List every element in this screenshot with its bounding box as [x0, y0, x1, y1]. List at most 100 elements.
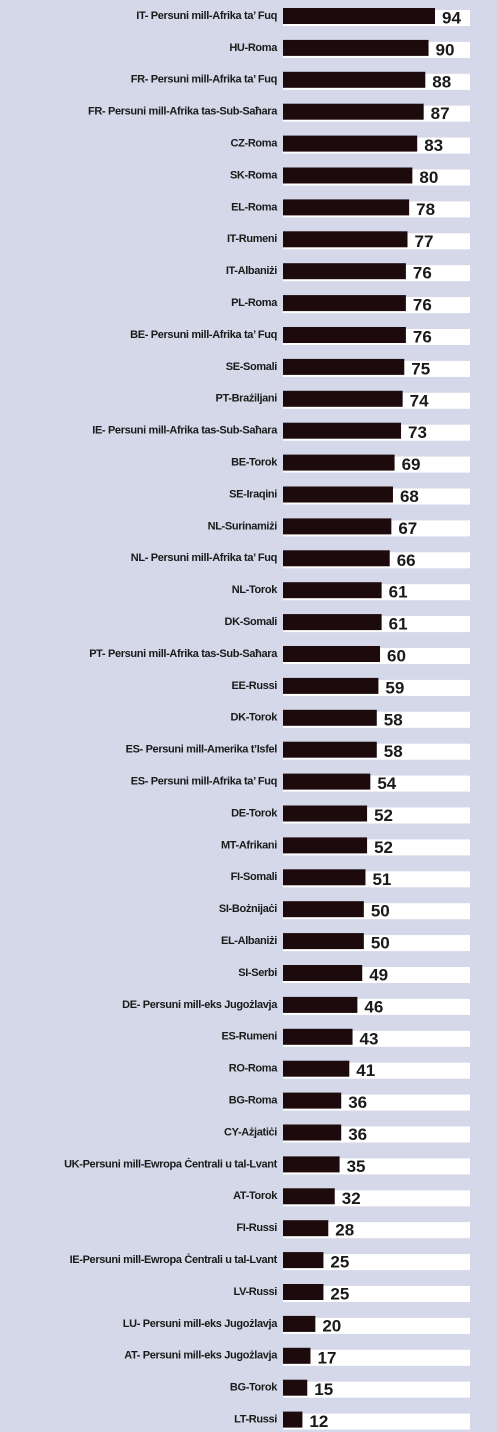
bar-track — [283, 1381, 470, 1398]
bar — [283, 263, 406, 280]
y-tick-label: IT-Albaniżi — [226, 265, 277, 277]
y-tick-label: BE- Persuni mill-Afrika ta’ Fuq — [130, 329, 277, 341]
value-label: 43 — [360, 1029, 379, 1048]
bar — [283, 933, 364, 950]
bar-track — [283, 1349, 470, 1366]
value-label: 20 — [322, 1316, 341, 1335]
bar — [283, 327, 406, 343]
bar — [283, 805, 368, 822]
bar — [283, 167, 413, 184]
bar — [283, 422, 402, 439]
y-tick-label: NL- Persuni mill-Afrika ta’ Fuq — [131, 552, 277, 564]
y-tick-label: EE-Russi — [232, 680, 278, 692]
y-tick-label: SI-Bożnijaċi — [219, 903, 277, 915]
y-tick-label: PT-Brażiljani — [216, 393, 278, 405]
y-tick-label: ES-Rumeni — [221, 1031, 277, 1043]
y-tick-label: FR- Persuni mill-Afrika ta’ Fuq — [131, 74, 277, 86]
bar — [283, 996, 358, 1013]
y-tick-label: HU-Roma — [229, 42, 278, 54]
y-tick-label: AT-Torok — [233, 1190, 278, 1202]
y-tick-label: SK-Roma — [230, 169, 278, 181]
bar — [283, 1284, 324, 1300]
bar — [283, 773, 371, 790]
value-label: 88 — [432, 72, 451, 91]
bar — [283, 486, 393, 503]
y-tick-label: BE-Torok — [231, 457, 278, 469]
y-tick-label: AT- Persuni mill-eks Jugożlavja — [124, 1350, 278, 1362]
value-label: 32 — [342, 1189, 361, 1208]
y-tick-label: DK-Somali — [225, 616, 278, 628]
value-label: 76 — [413, 264, 432, 283]
value-label: 50 — [371, 934, 390, 953]
value-label: 69 — [402, 455, 421, 474]
bar — [283, 677, 379, 694]
bar — [283, 837, 368, 854]
value-label: 67 — [398, 519, 417, 538]
bar — [283, 1124, 342, 1141]
value-label: 74 — [410, 391, 429, 410]
value-label: 61 — [389, 583, 408, 602]
bar — [283, 1060, 350, 1077]
value-label: 66 — [397, 551, 416, 570]
y-tick-label: SI-Serbi — [238, 967, 277, 979]
value-label: 46 — [364, 997, 383, 1016]
value-label: 76 — [413, 296, 432, 315]
y-tick-label: LT-Russi — [234, 1414, 277, 1426]
y-tick-label: FI-Russi — [236, 1222, 277, 1234]
bar — [283, 1252, 324, 1269]
bar — [283, 135, 418, 152]
value-label: 80 — [419, 168, 438, 187]
bar — [283, 71, 426, 88]
bar — [283, 1092, 342, 1109]
value-label: 36 — [348, 1093, 367, 1112]
value-label: 25 — [330, 1253, 349, 1272]
bar — [283, 709, 377, 726]
value-label: 15 — [314, 1380, 333, 1399]
bar — [283, 1188, 335, 1205]
bar — [283, 390, 403, 407]
y-tick-label: ES- Persuni mill-Afrika ta’ Fuq — [131, 776, 277, 788]
bar-track — [283, 1222, 470, 1239]
y-tick-label: IT-Rumeni — [227, 233, 277, 245]
value-label: 61 — [389, 615, 408, 634]
value-label: 83 — [424, 136, 443, 155]
value-label: 17 — [317, 1348, 336, 1367]
y-tick-label: CY-Ażjatiċi — [224, 1126, 277, 1138]
value-label: 28 — [335, 1221, 354, 1240]
y-tick-label: BG-Torok — [230, 1382, 278, 1394]
bar — [283, 358, 405, 375]
value-label: 77 — [415, 232, 434, 251]
bar — [283, 614, 382, 631]
bar-track — [283, 1254, 470, 1271]
y-tick-label: FI-Somali — [231, 871, 278, 883]
value-label: 49 — [369, 965, 388, 984]
y-tick-label: LV-Russi — [234, 1286, 278, 1298]
value-label: 94 — [442, 8, 461, 27]
value-label: 58 — [384, 710, 403, 729]
bar — [283, 741, 377, 758]
bar — [283, 646, 381, 662]
bar — [283, 1220, 329, 1237]
bar — [283, 103, 424, 120]
bar — [283, 901, 364, 918]
bar-track — [283, 1413, 470, 1430]
y-tick-label: NL-Surinamiżi — [208, 520, 278, 532]
value-label: 68 — [400, 487, 419, 506]
value-label: 75 — [411, 359, 430, 378]
y-tick-label: IT- Persuni mill-Afrika ta’ Fuq — [136, 10, 277, 22]
y-tick-label: DE-Torok — [231, 807, 278, 819]
y-tick-label: LU- Persuni mill-eks Jugożlavja — [123, 1318, 278, 1330]
y-tick-label: BG-Roma — [229, 1095, 279, 1107]
bar — [283, 582, 382, 599]
y-tick-label: DK-Torok — [231, 712, 279, 724]
y-tick-label: EL-Roma — [231, 201, 278, 213]
bar — [283, 295, 406, 312]
value-label: 41 — [356, 1061, 375, 1080]
value-label: 51 — [372, 870, 391, 889]
bar — [283, 869, 366, 886]
y-tick-label: UK-Persuni mill-Ewropa Ċentrali u tal-Lv… — [64, 1157, 278, 1170]
y-tick-label: IE- Persuni mill-Afrika tas-Sub-Saħara — [92, 425, 278, 437]
bar — [283, 518, 392, 535]
value-label: 78 — [416, 200, 435, 219]
y-tick-label: NL-Torok — [232, 584, 278, 596]
